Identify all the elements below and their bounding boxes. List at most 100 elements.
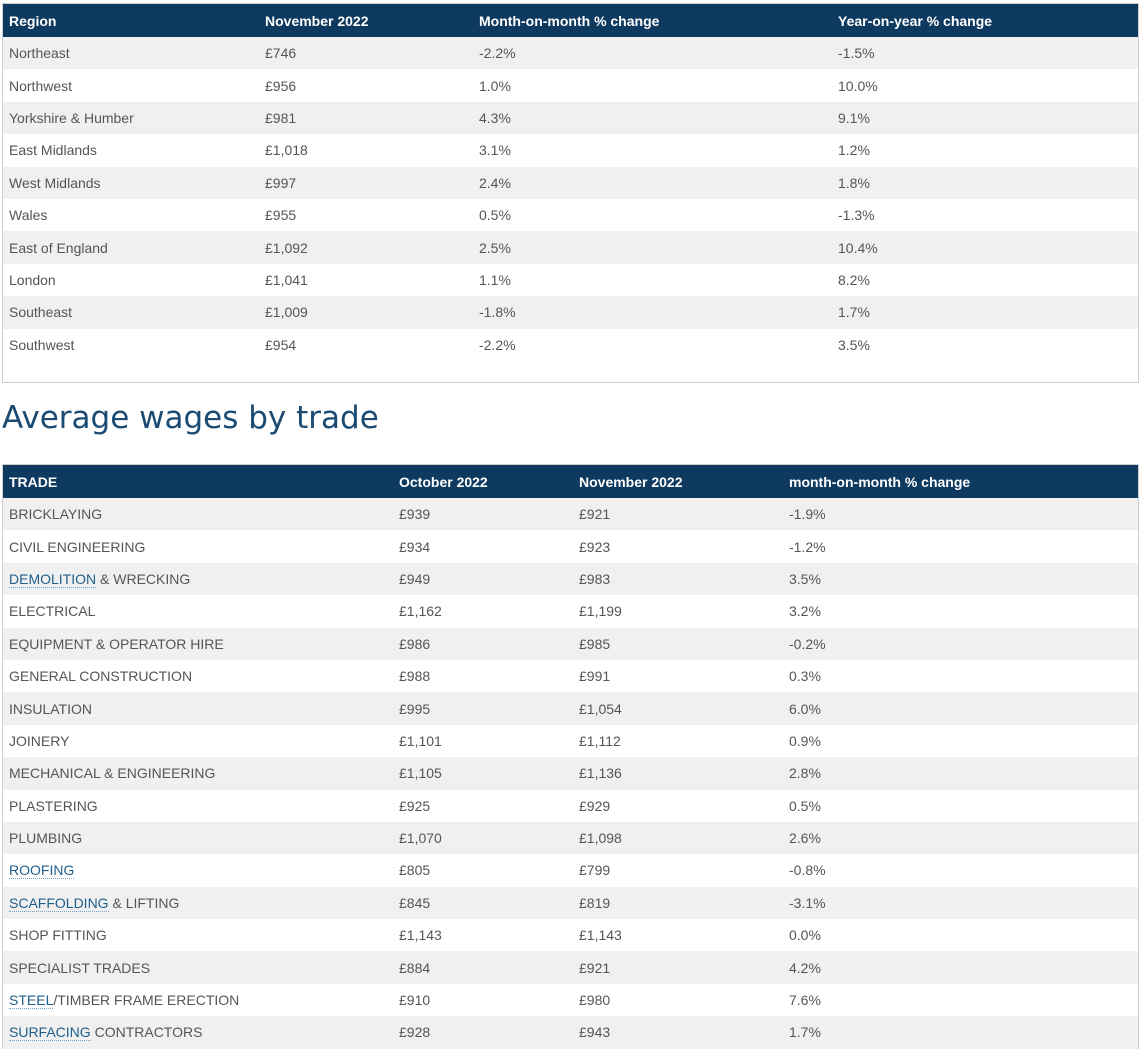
trade-cell: Specialist Trades [3,951,393,983]
month-on-month-cell: 4.2% [789,959,821,976]
table-row: Roofing £805 £799 -0.8% [3,854,1138,887]
month-on-month-cell: 0.5% [789,797,821,814]
trade-label: & Wrecking [96,570,191,587]
october-2022-cell: £986 [399,635,431,652]
november-2022-cell: £981 [265,109,297,126]
trade-cell: Plastering [3,790,393,822]
trade-label: Mechanical & Engineering [9,765,216,782]
month-on-month-cell: 3.2% [789,603,821,620]
trade-cell: Roofing [3,854,393,886]
table-row: Demolition & Wrecking £949 £983 3.5% [3,562,1138,596]
november-2022-cell: £921 [579,959,611,976]
november-2022-cell: £1,136 [579,765,622,782]
trade-column-header: TRADE [9,473,58,490]
region-wages-table: Region November 2022 Month-on-month % ch… [3,4,1138,361]
month-on-month-column-header: month-on-month % change [789,473,971,490]
trade-cell: General Construction [3,660,393,692]
november-2022-cell: £1,098 [579,830,622,847]
trade-link[interactable]: Scaffolding [9,894,109,912]
october-2022-cell: £1,101 [399,732,442,749]
table-row: Shop Fitting £1,143 £1,143 0.0% [3,919,1138,952]
month-on-month-cell: 2.4% [479,174,511,191]
trade-label: Joinery [9,732,70,749]
november-2022-cell: £1,092 [265,239,308,256]
month-on-month-cell: 0.3% [789,668,821,685]
trade-cell: Equipment & Operator Hire [3,628,393,660]
october-2022-cell: £910 [399,992,431,1009]
table-row: West Midlands £997 2.4% 1.8% [3,166,1138,199]
november-2022-column-header: November 2022 [265,12,369,29]
november-2022-cell: £1,199 [579,603,622,620]
october-2022-column-header: October 2022 [399,473,488,490]
trade-link[interactable]: Roofing [9,862,75,880]
region-cell: East of England [9,239,108,256]
month-on-month-cell: -0.2% [789,635,826,652]
trade-cell: Bricklaying [3,498,393,530]
region-cell: Southwest [9,336,75,353]
year-on-year-cell: 1.8% [838,174,870,191]
november-2022-cell: £921 [579,506,611,523]
trade-label: Plastering [9,797,98,814]
year-on-year-cell: 1.2% [838,142,870,159]
region-cell: Southeast [9,304,73,321]
month-on-month-cell: -1.9% [789,506,826,523]
october-2022-cell: £988 [399,668,431,685]
november-2022-cell: £943 [579,1024,611,1041]
october-2022-cell: £925 [399,797,431,814]
table-row: Specialist Trades £884 £921 4.2% [3,951,1138,984]
month-on-month-cell: 2.6% [789,830,821,847]
month-on-month-cell: 0.9% [789,732,821,749]
year-on-year-cell: 9.1% [838,109,870,126]
table-row: Bricklaying £939 £921 -1.9% [3,498,1138,531]
november-2022-cell: £955 [265,207,297,224]
trade-link[interactable]: Demolition [9,570,97,588]
month-on-month-cell: -1.2% [789,538,826,555]
year-on-year-cell: -1.3% [838,207,875,224]
table-row: Southeast £1,009 -1.8% 1.7% [3,296,1138,329]
month-on-month-cell: 7.6% [789,992,821,1009]
october-2022-cell: £934 [399,538,431,555]
table-row: London £1,041 1.1% 8.2% [3,263,1138,297]
november-2022-cell: £956 [265,77,297,94]
trade-link[interactable]: Surfacing [9,1024,91,1042]
october-2022-cell: £949 [399,570,431,587]
trade-link[interactable]: Steel [9,992,54,1010]
october-2022-cell: £939 [399,506,431,523]
november-2022-cell: £746 [265,45,297,62]
october-2022-cell: £884 [399,959,431,976]
november-2022-cell: £983 [579,570,611,587]
month-on-month-column-header: Month-on-month % change [479,12,660,29]
month-on-month-cell: 3.1% [479,142,511,159]
november-2022-cell: £1,009 [265,304,308,321]
trade-table-container: TRADE October 2022 November 2022 month-o… [2,464,1139,1049]
november-2022-cell: £1,054 [579,700,622,717]
table-row: Wales £955 0.5% -1.3% [3,198,1138,232]
november-2022-cell: £799 [579,862,611,879]
november-2022-cell: £1,112 [579,732,621,749]
month-on-month-cell: 0.5% [479,207,511,224]
trade-cell: Demolition & Wrecking [3,563,393,595]
month-on-month-cell: -3.1% [789,894,826,911]
trade-label: General Construction [9,668,193,685]
month-on-month-cell: 3.5% [789,570,821,587]
table-row: Scaffolding & Lifting £845 £819 -3.1% [3,886,1138,920]
month-on-month-cell: 6.0% [789,700,821,717]
month-on-month-cell: 1.7% [789,1024,821,1041]
year-on-year-cell: 8.2% [838,271,870,288]
trade-label: Contractors [90,1024,203,1041]
table-row: General Construction £988 £991 0.3% [3,659,1138,693]
table-row: East of England £1,092 2.5% 10.4% [3,231,1138,264]
region-cell: Northwest [9,77,73,94]
trade-label: /Timber Frame Erection [53,992,240,1009]
region-column-header: Region [9,12,57,29]
table-row: Northwest £956 1.0% 10.0% [3,69,1138,102]
october-2022-cell: £1,162 [399,603,442,620]
trade-cell: Civil Engineering [3,530,393,562]
trade-cell: Plumbing [3,822,393,854]
trade-label: Equipment & Operator Hire [9,635,224,652]
october-2022-cell: £1,143 [399,927,442,944]
table-row: Yorkshire & Humber £981 4.3% 9.1% [3,101,1138,135]
trade-cell: Surfacing Contractors [3,1016,393,1048]
november-2022-cell: £985 [579,635,611,652]
october-2022-cell: £928 [399,1024,431,1041]
